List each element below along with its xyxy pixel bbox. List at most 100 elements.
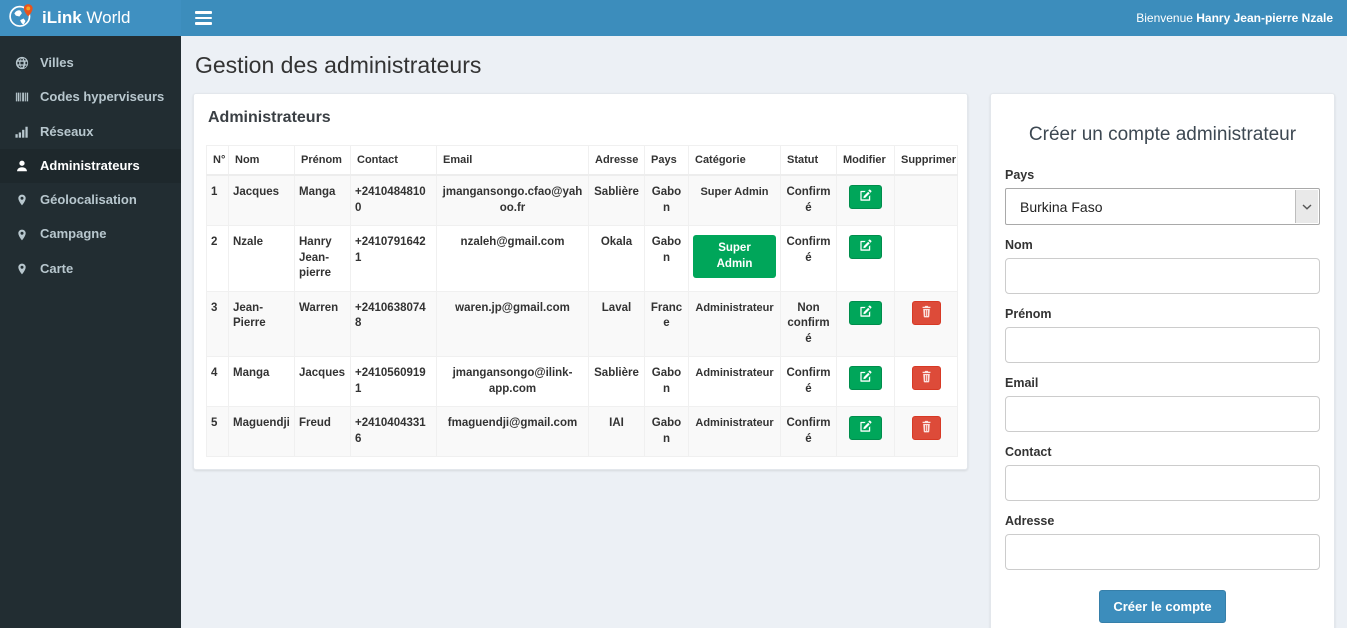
sidebar-item-villes[interactable]: Villes [0,46,181,80]
cell-statut: Confirmé [780,225,837,292]
super-admin-badge-button[interactable]: Super Admin [693,235,776,279]
table-row: 4 Manga Jacques +24105609191 jmangansongo@il… [206,356,958,408]
welcome-username: Hanry Jean-pierre Nzale [1196,11,1333,25]
create-admin-title: Créer un compte administrateur [1028,124,1297,145]
table-body: 1 Jacques Manga +24104848100 jmangansongo.cf… [206,174,958,458]
sidebar-item-label: Villes [40,55,74,70]
administrators-table: N° Nom Prénom Contact Email Adresse Pays Catégo… [206,145,958,458]
chevron-down-icon [1295,190,1318,223]
form-field-pays: Pays Burkina Faso [1005,168,1320,225]
cell-nom: Nzale [228,225,295,292]
sidebar-item-reseaux[interactable]: Réseaux [0,115,181,149]
sidebar-item-codes-hyperviseurs[interactable]: Codes hyperviseurs [0,80,181,114]
sidebar-item-geolocalisation[interactable]: Géolocalisation [0,183,181,217]
edit-button[interactable] [849,185,882,209]
edit-button[interactable] [849,300,882,325]
prenom-input[interactable] [1005,327,1320,363]
form-field-nom: Nom [1005,238,1320,294]
cell-prenom: Hanry Jean-pierre [294,225,351,292]
cell-nom: Jacques [228,174,295,227]
table-row: 3 Jean-Pierre Warren +24106380748 waren.jp@g… [206,290,958,358]
trash-icon [921,420,932,436]
field-label-nom: Nom [1005,238,1033,252]
cell-adresse: Laval [588,290,645,358]
cell-num: 1 [206,174,229,227]
content: Gestion des administrateurs Administrate… [181,36,1347,628]
sidebar-item-campagne[interactable]: Campagne [0,217,181,251]
cell-prenom: Manga [294,174,351,227]
cell-nom: Maguendji [228,406,295,458]
cell-statut: Confirmé [780,406,837,458]
contact-input[interactable] [1005,465,1320,501]
sidebar: iLink World Villes Codes hyperviseurs Rése… [0,0,181,628]
cell-adresse: Sablière [588,174,645,227]
edit-icon [859,189,872,205]
cell-modifier [836,174,895,227]
cell-adresse: IAI [588,406,645,458]
sidebar-item-carte[interactable]: Carte [0,252,181,286]
menu-toggle-button[interactable] [195,11,212,25]
cell-statut: Confirmé [780,174,837,227]
form-field-prenom: Prénom [1005,307,1320,363]
map-marker-icon [14,193,29,207]
map-marker-icon [14,228,29,242]
cell-statut: Confirmé [780,356,837,408]
cell-contact: +24104043316 [350,406,437,458]
sidebar-item-label: Carte [40,260,74,276]
cell-adresse: Okala [588,225,645,292]
cell-categorie: Administrateur [688,290,781,358]
edit-button[interactable] [849,366,882,391]
field-label-adresse: Adresse [1005,514,1055,528]
edit-button[interactable] [849,235,882,260]
administrators-panel: Administrateurs N° Nom Prénom Contact Email A… [193,93,968,471]
create-account-button[interactable]: Créer le compte [1099,590,1226,623]
delete-button[interactable] [911,366,941,391]
brand-title: iLink World [42,8,131,27]
nom-input[interactable] [1005,258,1320,294]
delete-button[interactable] [911,300,941,325]
delete-button[interactable] [911,416,941,441]
table-row: 5 Maguendji Freud +24104043316 fmaguendji@gm… [206,406,958,458]
signal-bars-icon [14,125,29,139]
cell-prenom: Jacques [294,356,351,408]
trash-icon [921,370,932,386]
cell-modifier [836,356,895,408]
edit-button[interactable] [849,416,882,441]
cell-categorie: Administrateur [688,406,781,458]
cell-pays: Gabon [644,356,689,408]
cell-adresse: Sablière [588,356,645,408]
cell-pays: Gabon [644,225,689,292]
cell-nom: Jean-Pierre [228,290,295,358]
cell-supprimer [894,225,958,292]
cell-num: 2 [206,225,229,292]
column-header-modifier: Modifier [836,145,895,176]
cell-contact: +24107916421 [350,225,437,292]
cell-num: 5 [206,406,229,458]
sidebar-item-label: Géolocalisation [40,192,137,208]
pays-select[interactable]: Burkina Faso [1005,188,1320,225]
welcome-user-link[interactable]: Bienvenue Hanry Jean-pierre Nzale [1136,11,1333,25]
welcome-prefix: Bienvenue [1136,11,1197,25]
globe-icon [14,56,29,70]
cell-email: jmangansongo@ilink-app.com [436,356,589,408]
cell-pays: Gabon [644,406,689,458]
adresse-input[interactable] [1005,534,1320,570]
cell-num: 3 [206,290,229,358]
sidebar-item-label: Campagne [40,226,107,242]
cell-categorie: Administrateur [688,356,781,408]
form-field-adresse: Adresse [1005,514,1320,570]
brand-header[interactable]: iLink World [0,0,181,36]
sidebar-item-label: Réseaux [40,123,94,139]
top-navbar: Bienvenue Hanry Jean-pierre Nzale [181,0,1347,36]
email-input[interactable] [1005,396,1320,432]
map-marker-icon [14,262,29,276]
cell-supprimer [894,356,958,408]
user-icon [14,159,29,173]
form-field-contact: Contact [1005,445,1320,501]
column-header-contact: Contact [350,145,437,176]
cell-supprimer [894,174,958,227]
table-header-row: N° Nom Prénom Contact Email Adresse Pays Catégo… [206,145,958,176]
cell-nom: Manga [228,356,295,408]
sidebar-item-administrateurs[interactable]: Administrateurs [0,148,181,184]
